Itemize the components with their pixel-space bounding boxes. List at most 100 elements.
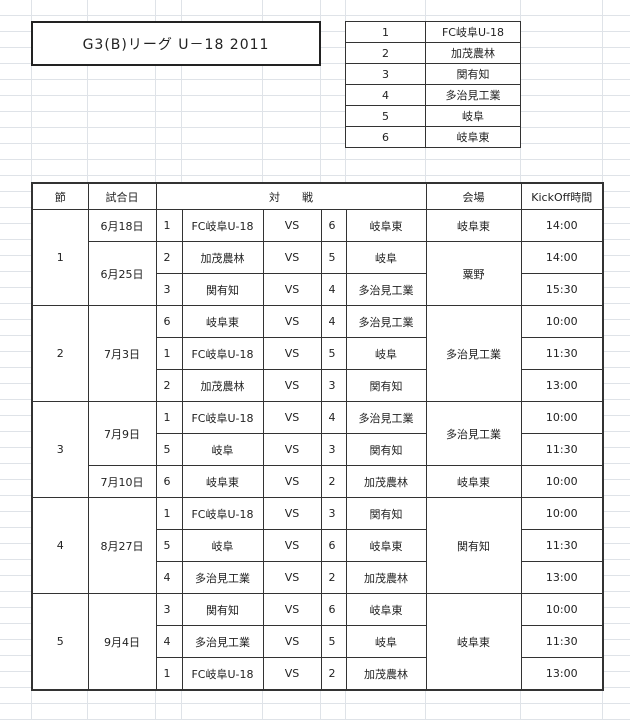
vs-label: VS	[262, 625, 322, 658]
away-team-number: 4	[320, 401, 347, 434]
kickoff-time: 10:00	[520, 593, 604, 626]
kickoff-time: 10:00	[520, 305, 604, 338]
header-row: 節 試合日 対 戦 会場 KickOff時間	[31, 182, 604, 210]
away-team: 岐阜	[345, 241, 427, 274]
team-row: 6 岐阜東	[345, 126, 521, 148]
match-row: 2 加茂農林 VS 3 関有知 13:00	[32, 369, 604, 402]
team-row: 5 岐阜	[345, 105, 521, 127]
page-title: G3(B)リーグ U－18 2011	[82, 36, 270, 53]
away-team-number: 5	[320, 337, 347, 370]
home-team-number: 1	[155, 209, 183, 242]
header-match: 対 戦	[155, 182, 427, 210]
match-row: 5 9月4日 3 関有知 VS 6 岐阜東 岐阜東 10:00	[31, 593, 604, 691]
match-date: 6月25日	[87, 241, 157, 306]
kickoff-time: 10:00	[520, 465, 604, 498]
kickoff-time: 11:30	[520, 337, 604, 370]
team-name: 加茂農林	[425, 42, 521, 64]
match-date: 6月18日	[87, 209, 157, 242]
team-number: 5	[345, 105, 426, 127]
kickoff-time: 11:30	[520, 433, 604, 466]
match-date: 7月9日	[87, 401, 157, 466]
header-round: 節	[31, 182, 89, 210]
home-team-number: 6	[155, 465, 183, 498]
away-team-number: 2	[320, 465, 347, 498]
kickoff-time: 10:00	[520, 401, 604, 434]
home-team-number: 3	[155, 593, 183, 626]
vs-label: VS	[262, 497, 322, 530]
match-row: 1 FC岐阜U-18 VS 2 加茂農林 13:00	[32, 657, 604, 691]
match-row: 3 関有知 VS 4 多治見工業 15:30	[32, 273, 604, 306]
kickoff-time: 13:00	[520, 561, 604, 594]
venue: 岐阜東	[425, 465, 522, 498]
home-team: FC岐阜U-18	[181, 209, 264, 242]
round-number: 1	[31, 209, 89, 306]
vs-label: VS	[262, 561, 322, 594]
venue: 多治見工業	[425, 305, 522, 402]
kickoff-time: 14:00	[520, 209, 604, 242]
home-team: 関有知	[181, 593, 264, 626]
match-row: 3 7月9日 1 FC岐阜U-18 VS 4 多治見工業 多治見工業 10:00	[31, 401, 604, 498]
team-number: 3	[345, 63, 426, 85]
venue: 岐阜東	[425, 209, 522, 242]
away-team: 加茂農林	[345, 561, 427, 594]
away-team-number: 6	[320, 209, 347, 242]
home-team-number: 2	[155, 369, 183, 402]
round-number: 4	[31, 497, 89, 594]
header-date: 試合日	[87, 182, 157, 210]
round-number: 2	[31, 305, 89, 402]
venue: 粟野	[425, 241, 522, 306]
home-team-number: 2	[155, 241, 183, 274]
away-team: 加茂農林	[345, 465, 427, 498]
away-team: 関有知	[345, 369, 427, 402]
home-team: 加茂農林	[181, 241, 264, 274]
home-team: 多治見工業	[181, 625, 264, 658]
kickoff-time: 15:30	[520, 273, 604, 306]
home-team: FC岐阜U-18	[181, 497, 264, 530]
team-number: 1	[345, 21, 426, 43]
away-team: 多治見工業	[345, 401, 427, 434]
team-row: 1 FC岐阜U-18	[345, 21, 521, 43]
away-team-number: 6	[320, 593, 347, 626]
away-team-number: 2	[320, 657, 347, 691]
title-box: G3(B)リーグ U－18 2011	[31, 21, 321, 66]
home-team: 加茂農林	[181, 369, 264, 402]
kickoff-time: 13:00	[520, 657, 604, 691]
away-team: 岐阜	[345, 337, 427, 370]
home-team-number: 1	[155, 497, 183, 530]
away-team-number: 4	[320, 305, 347, 338]
away-team: 岐阜東	[345, 529, 427, 562]
match-date: 8月27日	[87, 497, 157, 594]
team-name: 関有知	[425, 63, 521, 85]
home-team-number: 4	[155, 561, 183, 594]
header-kickoff: KickOff時間	[520, 182, 604, 210]
away-team-number: 5	[320, 625, 347, 658]
venue: 関有知	[425, 497, 522, 594]
team-row: 4 多治見工業	[345, 84, 521, 106]
home-team: FC岐阜U-18	[181, 401, 264, 434]
match-row: 4 8月27日 1 FC岐阜U-18 VS 3 関有知 関有知 10:00	[31, 497, 604, 594]
away-team: 加茂農林	[345, 657, 427, 691]
home-team-number: 1	[155, 337, 183, 370]
team-name: 岐阜	[425, 105, 521, 127]
vs-label: VS	[262, 369, 322, 402]
kickoff-time: 14:00	[520, 241, 604, 274]
home-team: 多治見工業	[181, 561, 264, 594]
away-team: 関有知	[345, 433, 427, 466]
away-team: 岐阜	[345, 625, 427, 658]
away-team-number: 4	[320, 273, 347, 306]
home-team-number: 3	[155, 273, 183, 306]
team-name: 岐阜東	[425, 126, 521, 148]
away-team: 多治見工業	[345, 305, 427, 338]
vs-label: VS	[262, 209, 322, 242]
home-team: FC岐阜U-18	[181, 337, 264, 370]
match-row: 4 多治見工業 VS 5 岐阜 11:30	[32, 625, 604, 658]
vs-label: VS	[262, 401, 322, 434]
home-team-number: 5	[155, 529, 183, 562]
match-row: 2 7月3日 6 岐阜東 VS 4 多治見工業 多治見工業 10:00	[31, 305, 604, 402]
vs-label: VS	[262, 337, 322, 370]
away-team-number: 2	[320, 561, 347, 594]
home-team-number: 1	[155, 657, 183, 691]
vs-label: VS	[262, 305, 322, 338]
away-team: 関有知	[345, 497, 427, 530]
round-number: 5	[31, 593, 89, 691]
